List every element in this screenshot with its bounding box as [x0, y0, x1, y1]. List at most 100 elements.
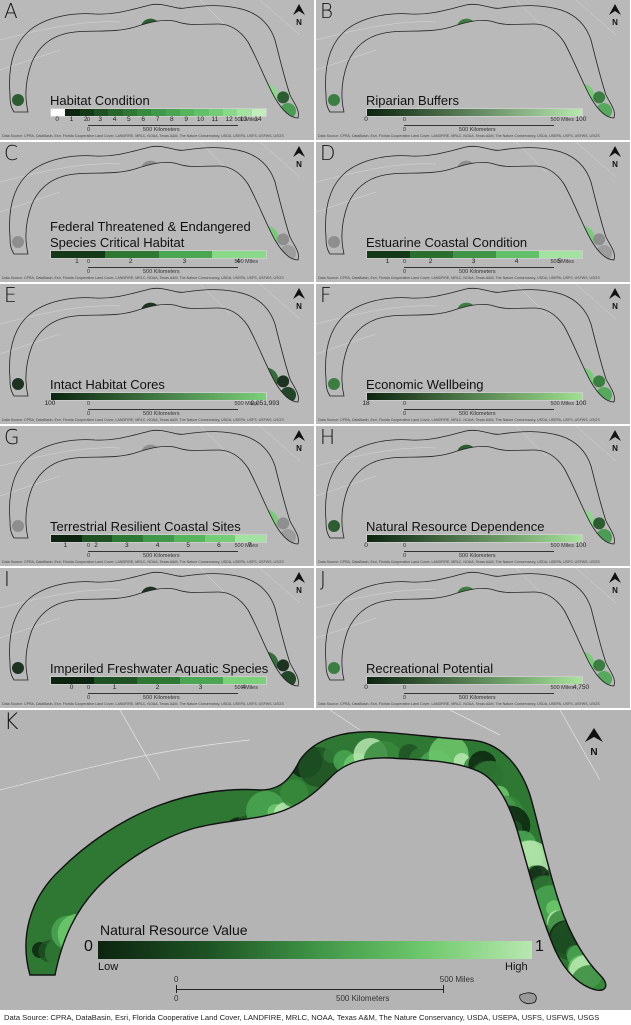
panel-data-source: Data Source: CPRA, DataBasin, Esri, Flor… [318, 560, 600, 564]
legend-ticks: 100 2,051,993 [45, 400, 280, 408]
scale-bar: 0 500 Miles 0 500 Kilometers [403, 685, 574, 701]
legend-tick-label: 3 [98, 116, 102, 123]
scale-bar: 0 500 Miles 0 500 Kilometers [87, 259, 258, 275]
north-arrow-icon: N [608, 572, 622, 596]
legend-tick-label: 3 [198, 684, 203, 691]
legend-tick-label: 0 [364, 542, 368, 549]
legend-tick-label: 5 [186, 542, 191, 549]
legend-tick-label: 18 [362, 400, 370, 407]
legend-bar [366, 534, 583, 543]
svg-text:N: N [296, 586, 302, 595]
legend-bar [366, 392, 583, 401]
legend-tick-label: 12 [225, 116, 233, 123]
legend-tick-label: 3 [182, 258, 187, 265]
north-arrow-icon: N [608, 288, 622, 312]
legend-tick-label: 7 [247, 542, 252, 549]
panel-data-source: Data Source: CPRA, DataBasin, Esri, Flor… [2, 134, 284, 138]
panel-j: J N Recreational Potential 0 4,750 0 500 M… [316, 568, 630, 708]
legend-tick-label: 0 [364, 684, 368, 691]
panel-data-source: Data Source: CPRA, DataBasin, Esri, Flor… [318, 276, 600, 280]
panel-letter: H [320, 426, 336, 449]
panel-title: Terrestrial Resilient Coastal Sites [50, 519, 241, 534]
panel-title: Imperiled Freshwater Aquatic Species [50, 661, 269, 676]
panel-title: Recreational Potential [366, 661, 494, 676]
legend-high-value: 1 [535, 938, 544, 955]
legend-ticks: 18 100 [362, 400, 586, 408]
panel-e: E N Intact Habitat Cores 100 2,051,993 0 5… [0, 284, 314, 424]
north-arrow-icon: N [608, 430, 622, 454]
legend-tick-label: 8 [170, 116, 174, 123]
north-arrow-icon: N [608, 4, 622, 28]
legend-tick-label: 6 [217, 542, 221, 549]
legend-tick-label: 2 [428, 258, 433, 265]
legend-tick-label: 2 [128, 258, 133, 265]
panel-letter: C [4, 142, 18, 165]
map-natural-resource-value [0, 710, 631, 1010]
legend-tick-label: 5 [557, 258, 562, 265]
svg-text:N: N [612, 586, 618, 595]
legend-tick-label: 2 [94, 542, 98, 549]
panel-letter: I [4, 568, 10, 591]
legend-tick-label: 4 [112, 116, 117, 123]
panel-letter: A [4, 0, 18, 23]
scale-bar: 0 500 Miles 0 500 Kilometers [174, 975, 474, 1003]
legend-tick-label: 1 [112, 684, 117, 691]
legend-tick-label: 1 [385, 258, 390, 265]
legend-tick-label: 10 [196, 116, 205, 123]
panel-letter: B [320, 0, 334, 23]
panel-title: Economic Wellbeing [366, 377, 484, 392]
panel-letter: F [320, 284, 332, 307]
scale-bar: 0 500 Miles 0 500 Kilometers [87, 685, 258, 701]
legend-tick-label: 2 [155, 684, 160, 691]
legend-bar [50, 250, 267, 259]
panel-letter: D [320, 142, 336, 165]
legend-tick-label: 100 [575, 542, 587, 549]
panel-data-source: Data Source: CPRA, DataBasin, Esri, Flor… [2, 276, 284, 280]
scale-bar: 0 500 Miles 0 500 Kilometers [403, 543, 574, 559]
legend-ticks: 0 1 2 3 4 5 6 7 8 9 10 11 12 13 14 [50, 116, 265, 124]
legend-low-value: 0 [84, 938, 93, 955]
legend-tick-label: 11 [211, 116, 219, 123]
legend-tick-label: 2 [84, 116, 88, 123]
north-arrow-icon: N [292, 4, 306, 28]
legend-tick-label: 4 [236, 258, 240, 265]
legend-tick-label: 1 [69, 116, 74, 123]
legend-tick-label: 9 [184, 116, 188, 123]
panel-title: Species Critical Habitat [50, 235, 185, 250]
scale-bar: 0 500 Miles 0 500 Kilometers [87, 401, 258, 417]
svg-text:N: N [612, 444, 618, 453]
legend-ticks: 0 1 2 3 4 [50, 684, 265, 692]
panel-h: H N Natural Resource Dependence 0 100 0 50… [316, 426, 630, 566]
panel-title: Habitat Condition [50, 93, 150, 108]
legend-tick-label: 100 [575, 116, 587, 123]
legend-tick-label: 13 [239, 116, 248, 123]
svg-text:N: N [612, 160, 618, 169]
svg-text:N: N [612, 18, 618, 27]
svg-text:N: N [296, 18, 302, 27]
svg-text:N: N [296, 160, 302, 169]
panel-data-source: Data Source: CPRA, DataBasin, Esri, Flor… [2, 702, 284, 706]
legend-tick-label: 0 [69, 684, 74, 691]
legend-tick-label: 2,051,993 [250, 400, 280, 407]
north-arrow-icon: N [584, 728, 604, 758]
panel-data-source: Data Source: CPRA, DataBasin, Esri, Flor… [2, 560, 284, 564]
scale-bar: 0 500 Miles 0 500 Kilometers [403, 401, 574, 417]
panel-a: A N Habitat Condition 0 1 2 3 4 5 6 7 8 9 10 11 12 13 1… [0, 0, 314, 140]
legend-tick-label: 4 [155, 542, 160, 549]
scale-bar: 0 500 Miles 0 500 Kilometers [403, 259, 574, 275]
legend-ticks: 0 100 [364, 542, 586, 550]
legend-tick-label: 100 [575, 400, 587, 407]
north-arrow-icon: N [292, 572, 306, 596]
legend-bar [366, 250, 583, 259]
svg-text:N: N [612, 302, 618, 311]
panel-title: Intact Habitat Cores [50, 377, 165, 392]
map-c [0, 142, 314, 282]
legend-bar [50, 534, 267, 543]
legend-high-label: High [505, 961, 528, 973]
legend-tick-label: 5 [127, 116, 131, 123]
map-title: Natural Resource Value [100, 922, 248, 938]
legend-gradient-bar [98, 941, 532, 959]
panel-d: D N Estuarine Coastal Condition 1 2 3 4 5 0 5… [316, 142, 630, 282]
panel-b: B N Riparian Buffers 0 100 0 500 Miles 0 5… [316, 0, 630, 140]
scale-bar: 0 500 Miles 0 500 Kilometers [403, 117, 574, 133]
